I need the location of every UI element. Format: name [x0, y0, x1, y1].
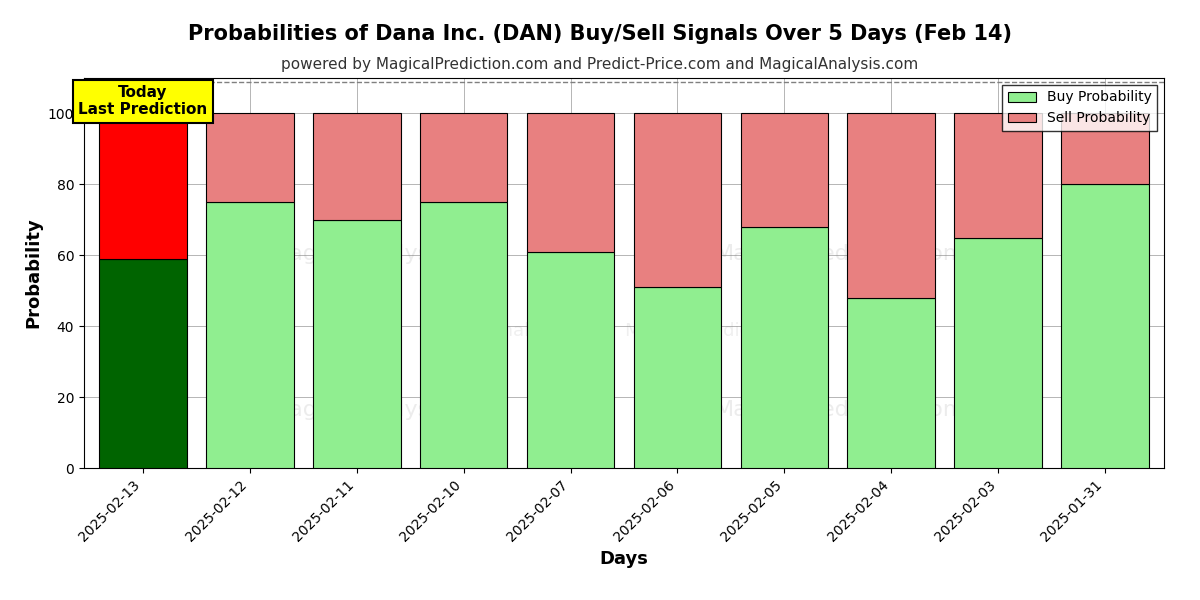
Bar: [313, 220, 401, 468]
Text: powered by MagicalPrediction.com and Predict-Price.com and MagicalAnalysis.com: powered by MagicalPrediction.com and Pre…: [281, 57, 919, 72]
Bar: [527, 113, 614, 252]
Text: MagicalAnalysis.com: MagicalAnalysis.com: [270, 400, 503, 419]
Text: MagicalAnalysis.com   MagicalPrediction.com: MagicalAnalysis.com MagicalPrediction.co…: [420, 323, 828, 340]
Bar: [206, 202, 294, 468]
Bar: [740, 113, 828, 227]
Bar: [98, 113, 187, 259]
Bar: [634, 113, 721, 287]
Bar: [420, 202, 508, 468]
Bar: [847, 298, 935, 468]
Bar: [954, 238, 1042, 468]
X-axis label: Days: Days: [600, 550, 648, 568]
Bar: [954, 113, 1042, 238]
Bar: [1061, 184, 1150, 468]
Bar: [634, 287, 721, 468]
Bar: [740, 227, 828, 468]
Text: MagicalPrediction.com: MagicalPrediction.com: [715, 400, 965, 419]
Legend: Buy Probability, Sell Probability: Buy Probability, Sell Probability: [1002, 85, 1157, 131]
Bar: [206, 113, 294, 202]
Bar: [847, 113, 935, 298]
Bar: [527, 252, 614, 468]
Bar: [420, 113, 508, 202]
Bar: [98, 259, 187, 468]
Text: Today
Last Prediction: Today Last Prediction: [78, 85, 208, 118]
Text: MagicalPrediction.com: MagicalPrediction.com: [715, 244, 965, 263]
Bar: [313, 113, 401, 220]
Text: Probabilities of Dana Inc. (DAN) Buy/Sell Signals Over 5 Days (Feb 14): Probabilities of Dana Inc. (DAN) Buy/Sel…: [188, 24, 1012, 44]
Bar: [1061, 113, 1150, 184]
Text: MagicalAnalysis.com: MagicalAnalysis.com: [270, 244, 503, 263]
Y-axis label: Probability: Probability: [24, 218, 42, 328]
